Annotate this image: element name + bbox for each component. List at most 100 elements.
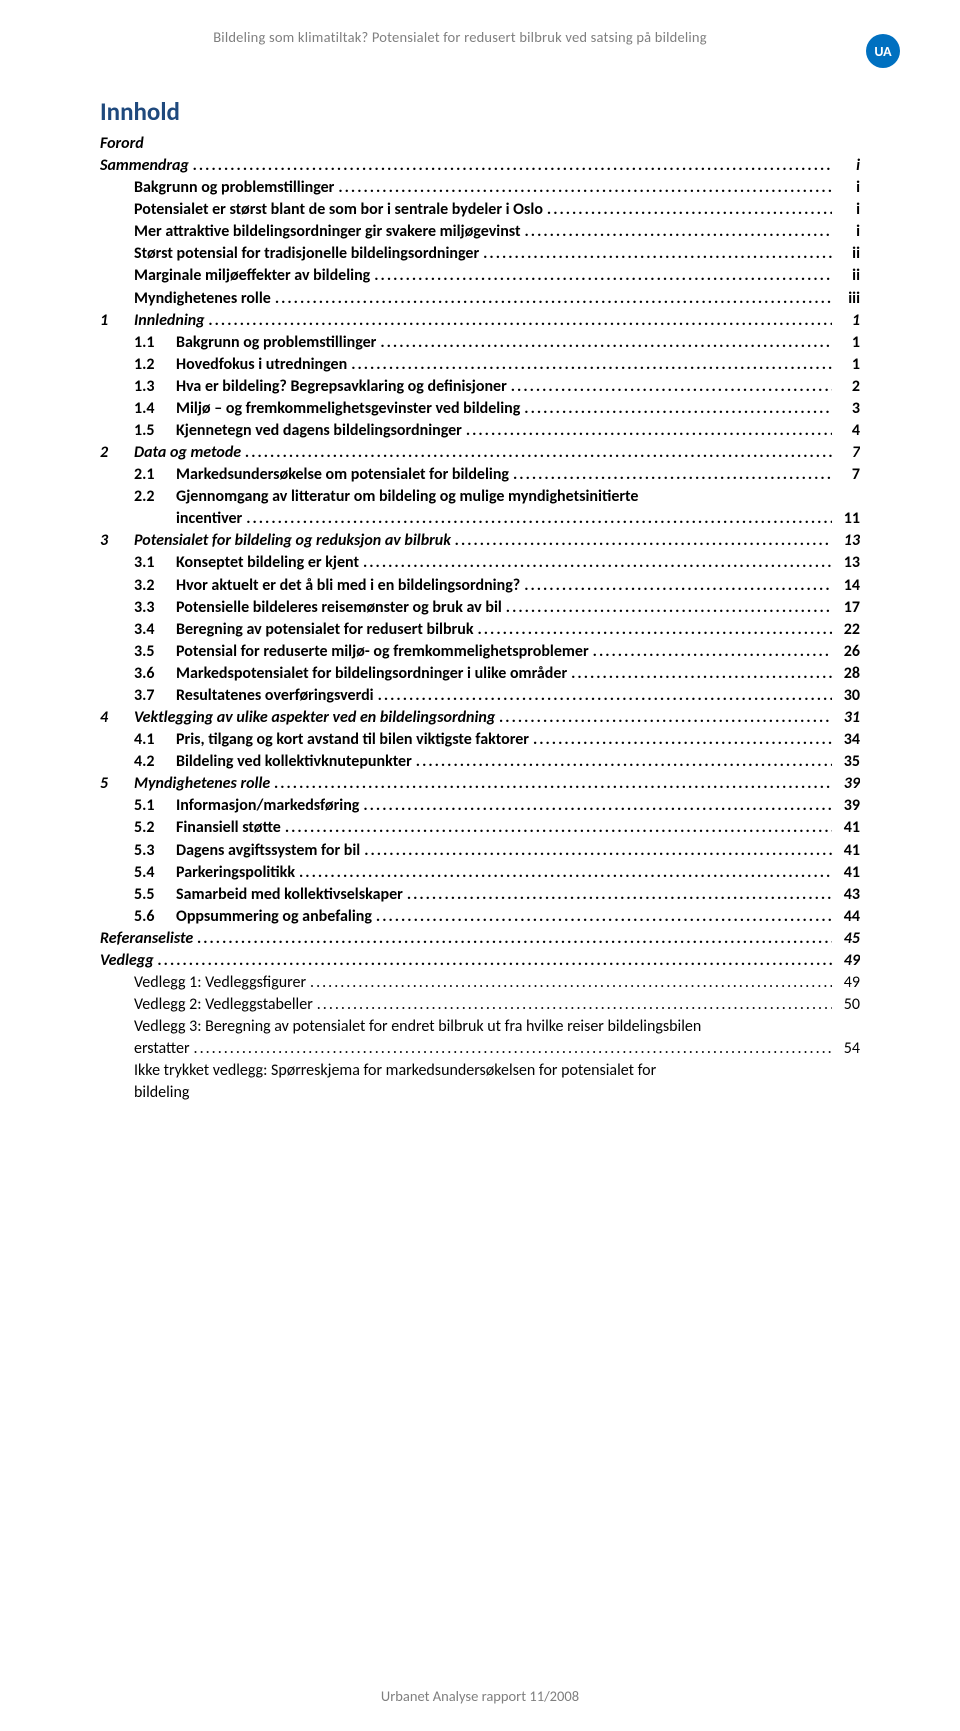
toc-page: 41 bbox=[836, 840, 860, 862]
toc-entry: 3Potensialet for bildeling og reduksjon … bbox=[100, 530, 860, 552]
toc-label: Bakgrunn og problemstillinger bbox=[176, 332, 376, 354]
toc-number: 5.3 bbox=[134, 840, 176, 862]
toc-entry: 4Vektlegging av ulike aspekter ved en bi… bbox=[100, 707, 860, 729]
toc-entry: 2.1Markedsundersøkelse om potensialet fo… bbox=[100, 464, 860, 486]
toc-label: Konseptet bildeling er kjent bbox=[176, 552, 359, 574]
toc-entry: Myndighetenes rolleiii bbox=[100, 288, 860, 310]
toc-entry: incentiver11 bbox=[100, 508, 860, 530]
leader-dots bbox=[524, 575, 832, 597]
toc-number: 5.4 bbox=[134, 862, 176, 884]
toc-number: 2.1 bbox=[134, 464, 176, 486]
leader-dots bbox=[466, 420, 832, 442]
toc-label: Vedlegg 1: Vedleggsfigurer bbox=[134, 972, 306, 994]
leader-dots bbox=[571, 663, 832, 685]
toc-label: Mer attraktive bildelingsordninger gir s… bbox=[134, 221, 521, 243]
leader-dots bbox=[363, 552, 832, 574]
toc-entry: 5.3Dagens avgiftssystem for bil41 bbox=[100, 840, 860, 862]
toc-page: 2 bbox=[836, 376, 860, 398]
leader-dots bbox=[245, 442, 832, 464]
leader-dots bbox=[407, 884, 832, 906]
toc-number: 1.1 bbox=[134, 332, 176, 354]
page: Bildeling som klimatiltak? Potensialet f… bbox=[0, 0, 960, 1731]
toc-entry: Mer attraktive bildelingsordninger gir s… bbox=[100, 221, 860, 243]
toc-label: Sammendrag bbox=[100, 155, 189, 177]
leader-dots bbox=[499, 707, 832, 729]
page-title: Innhold bbox=[100, 96, 860, 127]
toc-label: Potensialet er størst blant de som bor i… bbox=[134, 199, 543, 221]
toc-number: 4.1 bbox=[134, 729, 176, 751]
toc-label: Vedlegg bbox=[100, 950, 154, 972]
leader-dots bbox=[275, 288, 832, 310]
toc-page: 39 bbox=[836, 773, 860, 795]
toc-entry: Marginale miljøeffekter av bildelingii bbox=[100, 265, 860, 287]
toc-label: Data og metode bbox=[134, 442, 241, 464]
toc-page: 22 bbox=[836, 619, 860, 641]
toc-page: 1 bbox=[836, 354, 860, 376]
toc-number: 5.1 bbox=[134, 795, 176, 817]
toc-page: 7 bbox=[836, 442, 860, 464]
toc-page: 45 bbox=[836, 928, 860, 950]
toc-label: bildeling bbox=[134, 1082, 189, 1104]
leader-dots bbox=[317, 994, 832, 1016]
toc-label: Potensielle bildeleres reisemønster og b… bbox=[176, 597, 502, 619]
toc-entry: 3.5Potensial for reduserte miljø- og fre… bbox=[100, 641, 860, 663]
toc-page: 14 bbox=[836, 575, 860, 597]
toc-label: Markedspotensialet for bildelingsordning… bbox=[176, 663, 567, 685]
toc-page: 1 bbox=[836, 332, 860, 354]
toc-number: 1.5 bbox=[134, 420, 176, 442]
toc-label: Markedsundersøkelse om potensialet for b… bbox=[176, 464, 509, 486]
toc-entry: 3.6Markedspotensialet for bildelingsordn… bbox=[100, 663, 860, 685]
page-footer: Urbanet Analyse rapport 11/2008 bbox=[0, 1687, 960, 1705]
toc-page: 26 bbox=[836, 641, 860, 663]
toc-page: 11 bbox=[836, 508, 860, 530]
toc-page: 4 bbox=[836, 420, 860, 442]
leader-dots bbox=[525, 221, 832, 243]
toc-page: 35 bbox=[836, 751, 860, 773]
toc-number: 2 bbox=[100, 442, 134, 464]
leader-dots bbox=[310, 972, 832, 994]
toc-label: Parkeringspolitikk bbox=[176, 862, 295, 884]
toc-page: 31 bbox=[836, 707, 860, 729]
leader-dots bbox=[378, 685, 832, 707]
toc-page: 3 bbox=[836, 398, 860, 420]
toc-entry: 2Data og metode 7 bbox=[100, 442, 860, 464]
toc-label: Potensial for reduserte miljø- og fremko… bbox=[176, 641, 589, 663]
toc-entry: 3.4Beregning av potensialet for redusert… bbox=[100, 619, 860, 641]
leader-dots bbox=[593, 641, 832, 663]
toc-number: 4.2 bbox=[134, 751, 176, 773]
toc-entry: 5.2Finansiell støtte41 bbox=[100, 817, 860, 839]
toc-number: 3.7 bbox=[134, 685, 176, 707]
toc-number: 2.2 bbox=[134, 486, 176, 508]
toc-number: 3.4 bbox=[134, 619, 176, 641]
leader-dots bbox=[351, 354, 832, 376]
leader-dots bbox=[455, 530, 832, 552]
toc-page: ii bbox=[836, 265, 860, 287]
leader-dots bbox=[197, 928, 832, 950]
toc-entry: 4.1Pris, tilgang og kort avstand til bil… bbox=[100, 729, 860, 751]
toc-entry: 1.5Kjennetegn ved dagens bildelingsordni… bbox=[100, 420, 860, 442]
toc-entry: Vedlegg 3: Beregning av potensialet for … bbox=[100, 1016, 860, 1038]
toc-entry: 2.2Gjennomgang av litteratur om bildelin… bbox=[100, 486, 860, 508]
toc-page: 30 bbox=[836, 685, 860, 707]
leader-dots bbox=[547, 199, 832, 221]
toc-label: Resultatenes overføringsverdi bbox=[176, 685, 374, 707]
toc-page: i bbox=[836, 221, 860, 243]
toc-number: 3.5 bbox=[134, 641, 176, 663]
toc-number: 5.2 bbox=[134, 817, 176, 839]
toc-page: 54 bbox=[836, 1038, 860, 1060]
toc-entry: 3.7Resultatenes overføringsverdi 30 bbox=[100, 685, 860, 707]
toc-label: Bildeling ved kollektivknutepunkter bbox=[176, 751, 412, 773]
leader-dots bbox=[374, 265, 832, 287]
toc-label: erstatter bbox=[134, 1038, 190, 1060]
toc-number: 3.2 bbox=[134, 575, 176, 597]
toc-label: Hvor aktuelt er det å bli med i en bilde… bbox=[176, 575, 520, 597]
toc-page: 49 bbox=[836, 972, 860, 994]
toc-number: 5.6 bbox=[134, 906, 176, 928]
toc-entry: 5.4Parkeringspolitikk41 bbox=[100, 862, 860, 884]
toc-number: 3.1 bbox=[134, 552, 176, 574]
leader-dots bbox=[158, 950, 832, 972]
toc-label: Forord bbox=[100, 133, 144, 155]
toc-label: Oppsummering og anbefaling bbox=[176, 906, 372, 928]
toc-entry: 3.1Konseptet bildeling er kjent13 bbox=[100, 552, 860, 574]
leader-dots bbox=[533, 729, 832, 751]
